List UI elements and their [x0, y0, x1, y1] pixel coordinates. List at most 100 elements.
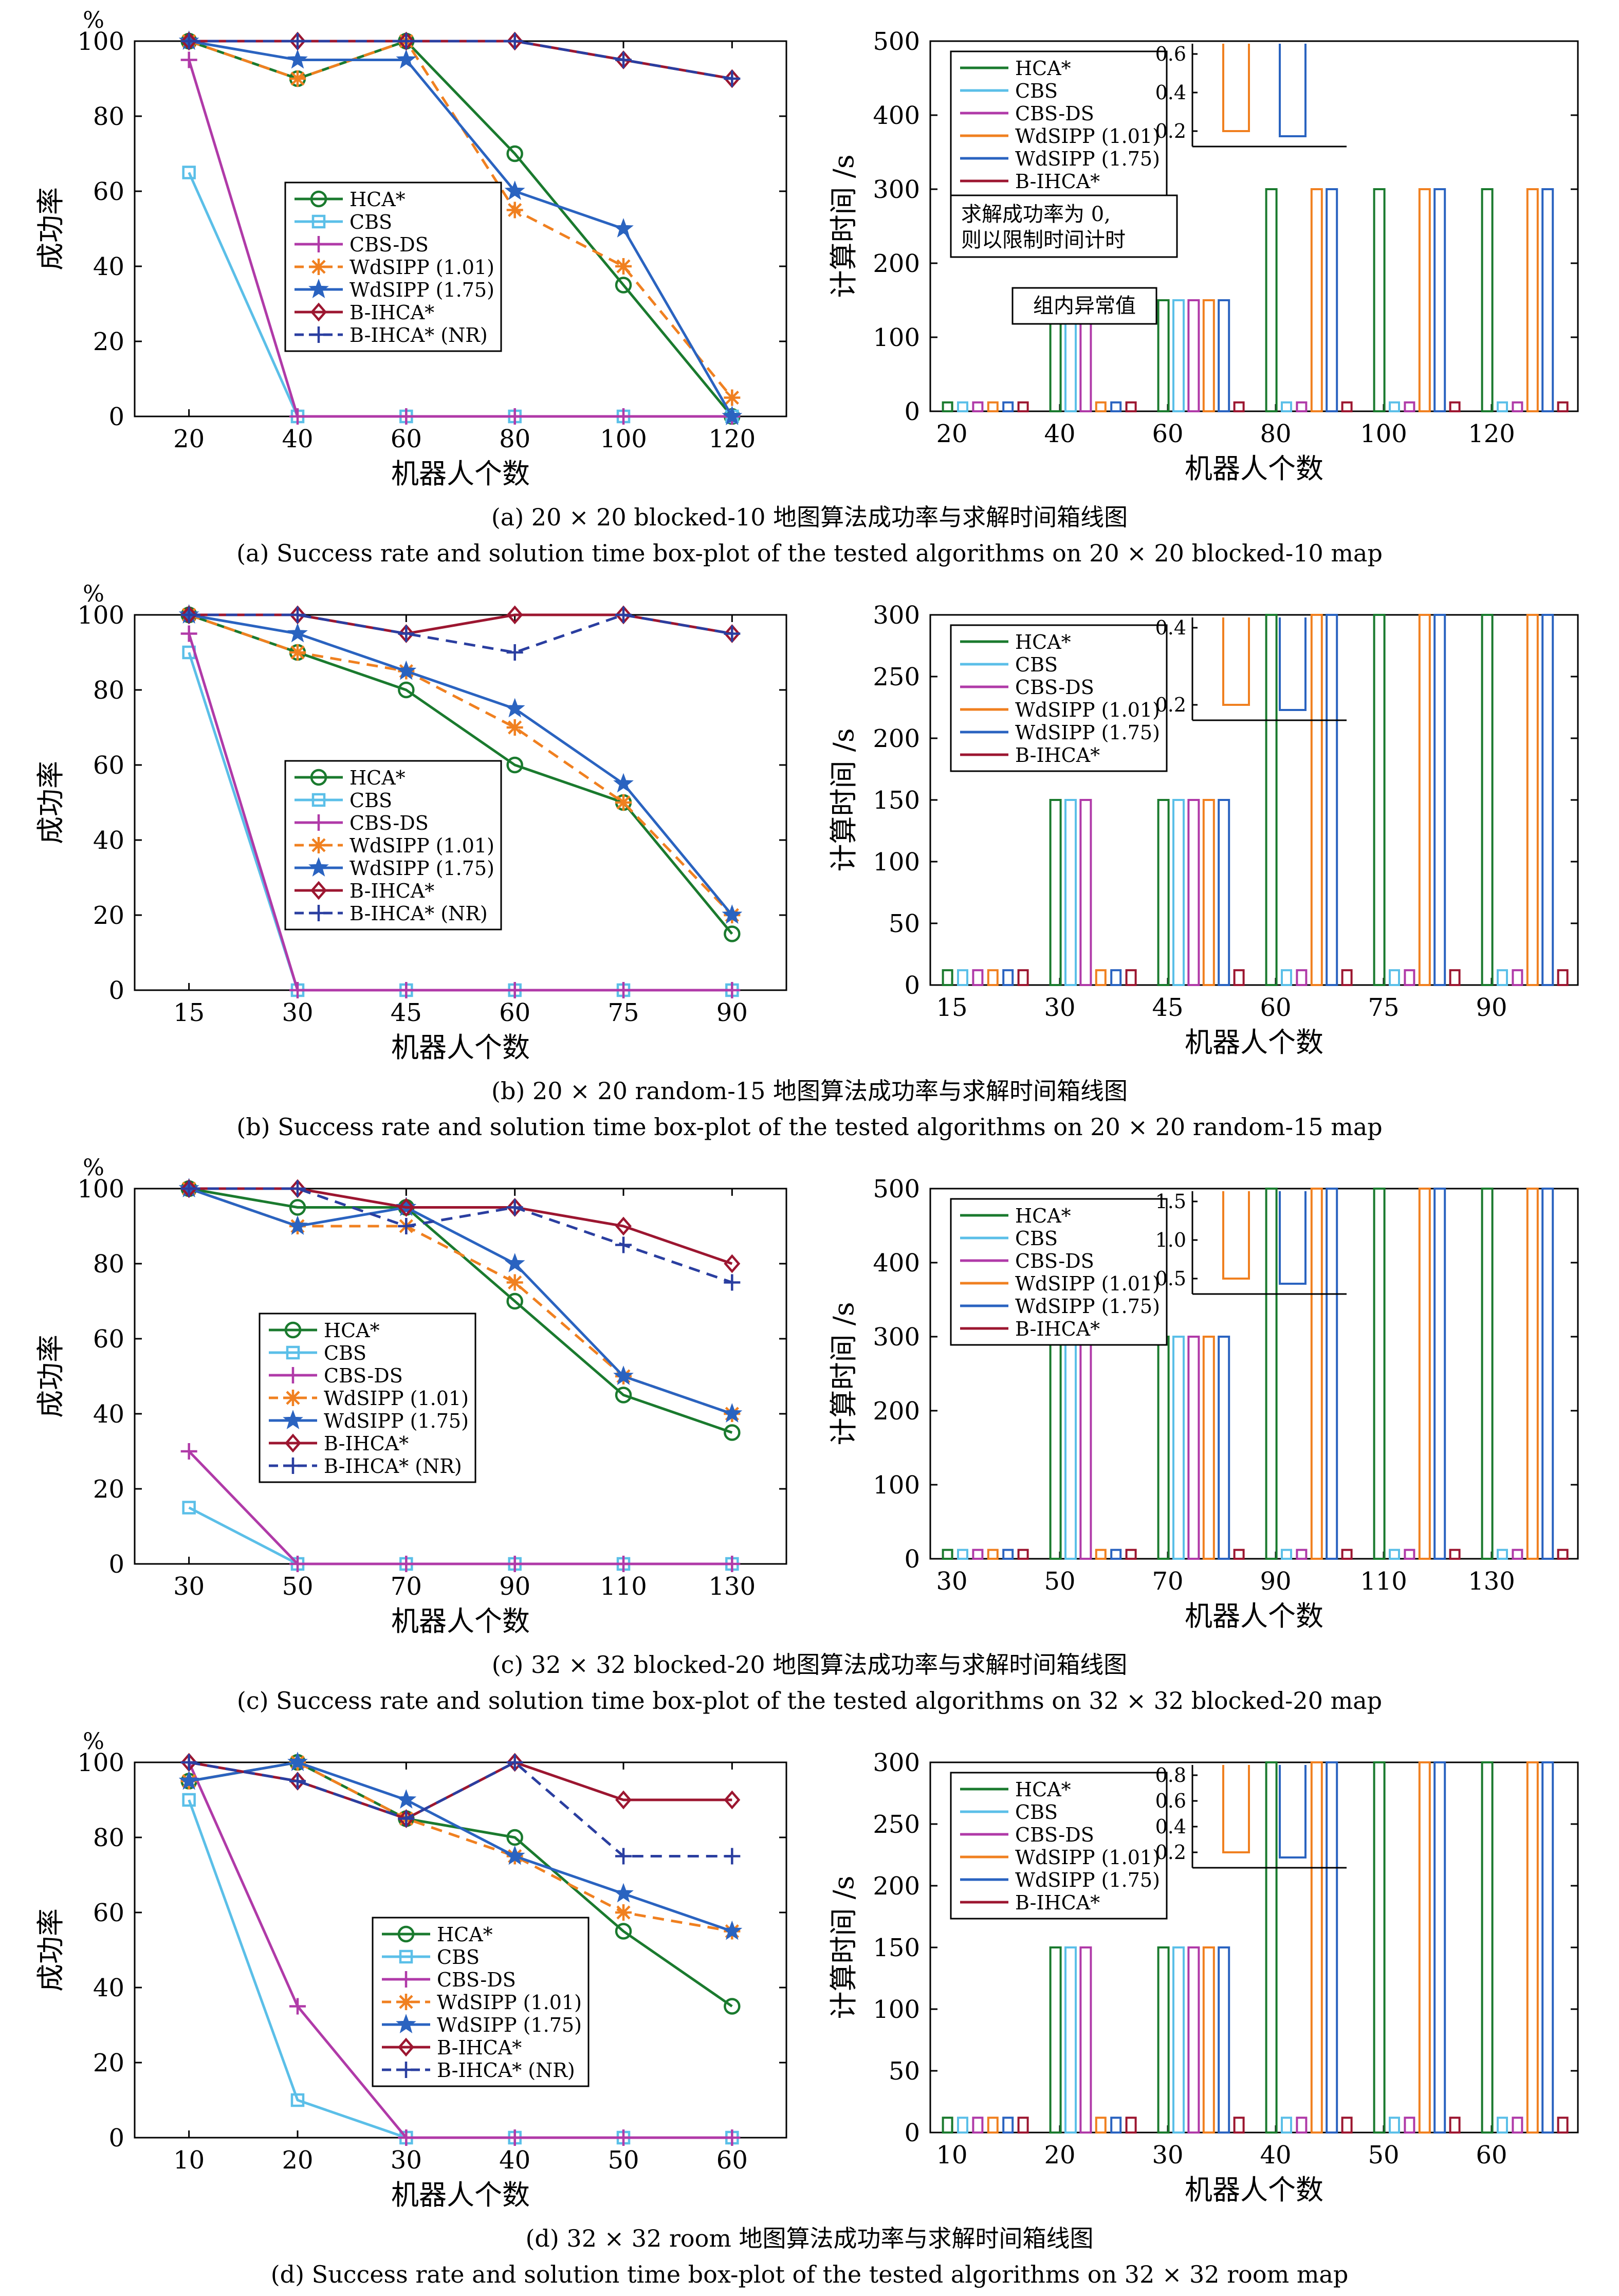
x-tick-label: 40	[1044, 420, 1075, 448]
legend-label-cbs: CBS	[1015, 80, 1058, 102]
y-tick-label: 40	[93, 1974, 124, 2002]
box-cbs-ds	[1079, 1946, 1092, 2134]
series-b-ihca-nr	[180, 1180, 741, 1291]
box-hca	[1373, 1761, 1386, 2134]
inset: 0.2 0.4	[1155, 616, 1347, 721]
box-wdsipp-1-75	[1326, 614, 1338, 986]
inset-box-wdsipp-1-75	[1279, 1191, 1307, 1285]
data-point-b-ihca-nr	[724, 1848, 741, 1865]
box-hca	[1157, 1336, 1170, 1560]
box-wdsipp-1-75	[1326, 1761, 1338, 2134]
inset-box-wdsipp-1-01	[1222, 1765, 1250, 1853]
y-tick-label: 20	[93, 327, 124, 356]
series-wdsipp-1-01	[180, 1754, 741, 1940]
inset-tick-label: 0.8	[1155, 1764, 1186, 1787]
legend-marker-cbs	[311, 793, 326, 807]
y-tick-label: 80	[93, 1250, 124, 1279]
data-point-b-ihca-nr	[289, 607, 306, 623]
box-wdsipp-1-75	[1433, 614, 1446, 986]
series-b-ihca-nr	[180, 1754, 741, 1865]
series-line-cbs-ds	[188, 1450, 732, 1565]
y-tick-label: 500	[873, 1175, 920, 1204]
legend-marker-cbs	[311, 214, 326, 229]
subfigure-b: 0 20 40 60 80 100 15 30 45 60 75 90% 机器人个数 成功率 HCA* CBS…	[0, 574, 1619, 1147]
legend-label-wdsipp-1-75: WdSIPP (1.75)	[437, 2014, 582, 2036]
legend-marker-cbs-ds	[285, 1367, 301, 1383]
inset-tick-label: 1.0	[1155, 1229, 1186, 1251]
data-point-wdsipp-1-75	[504, 1845, 525, 1865]
box-b-ihca	[1341, 401, 1353, 412]
inset-tick-label: 0.4	[1155, 1815, 1186, 1838]
y-tick-label: 80	[93, 102, 124, 131]
box-wdsipp-1-01	[1526, 614, 1539, 986]
y-tick-label: 50	[889, 2057, 920, 2086]
data-point-wdsipp-1-75	[178, 1770, 199, 1790]
data-point-b-ihca-nr	[398, 33, 415, 49]
x-tick-label: 60	[1476, 2141, 1507, 2170]
box-hca	[1373, 1188, 1386, 1560]
legend-label-cbs-ds: CBS-DS	[1015, 1824, 1094, 1846]
y-tick-label: 0	[108, 1550, 124, 1579]
series-line-b-ihca-nr	[189, 1187, 733, 1284]
legend-marker-cbs-ds	[310, 236, 327, 252]
inset-box-wdsipp-1-01	[1222, 617, 1250, 706]
data-point-b-ihca-nr	[180, 1180, 197, 1197]
data-point-b-ihca-nr	[180, 33, 197, 49]
inset-tick-label: 0.4	[1155, 81, 1186, 104]
y-tick-label: 100	[873, 848, 920, 877]
data-point-cbs-ds	[289, 1998, 306, 2015]
legend-label-cbs-ds: CBS-DS	[349, 233, 429, 256]
box-hca	[1049, 799, 1062, 986]
x-axis-label: 机器人个数	[1185, 1600, 1323, 1632]
data-point-cbs-ds	[724, 982, 741, 998]
box-b-ihca	[1017, 969, 1029, 987]
x-tick-label: 30	[173, 1572, 205, 1601]
legend-label-cbs: CBS	[349, 211, 392, 233]
y-tick-label: 20	[93, 1475, 124, 1504]
data-point-cbs-ds	[615, 1556, 632, 1572]
data-point-wdsipp-1-01	[615, 258, 632, 275]
data-point-hca	[506, 756, 523, 774]
data-point-wdsipp-1-75	[722, 1403, 743, 1423]
box-cbs	[1281, 401, 1292, 412]
data-point-hca	[506, 1829, 523, 1846]
data-point-cbs-ds	[724, 1556, 741, 1572]
data-point-cbs	[290, 2093, 305, 2107]
data-point-wdsipp-1-75	[287, 1215, 308, 1235]
data-point-hca	[615, 277, 632, 294]
inset: 0.5 1.0 1.5	[1155, 1190, 1347, 1295]
y-tick-label: 40	[93, 1400, 124, 1429]
data-point-cbs-ds	[398, 1556, 415, 1572]
x-tick-label: 90	[1476, 993, 1507, 1022]
series-cbs-ds	[180, 1443, 741, 1572]
legend-marker-cbs	[399, 1949, 413, 1964]
series-line-wdsipp-1-75	[188, 1187, 733, 1415]
y-tick-label: 0	[904, 2119, 920, 2147]
box-wdsipp-1-75	[1218, 799, 1230, 986]
x-tick-label: 110	[1360, 1567, 1407, 1596]
data-point-cbs-ds	[180, 1443, 197, 1460]
box-hca	[1373, 614, 1386, 986]
y-tick-label: 60	[93, 751, 124, 780]
inset-box-wdsipp-1-75	[1279, 617, 1307, 711]
caption-cn-d: (d) 32 × 32 room 地图算法成功率与求解时间箱线图	[525, 2225, 1094, 2252]
x-tick-label: 90	[716, 998, 748, 1027]
y-tick-label: 150	[873, 786, 920, 815]
inset: 0.2 0.4 0.6	[1155, 43, 1347, 148]
series-line-b-ihca-nr	[189, 1761, 732, 1857]
box-cbs-ds	[1187, 1336, 1200, 1560]
x-tick-label: 80	[1260, 420, 1291, 448]
series-line-b-ihca	[189, 1187, 733, 1265]
series-line-b-ihca-nr	[189, 40, 732, 80]
series-line-b-ihca-nr	[189, 613, 732, 654]
plot-area: 0 50 100 150 200 250 300 15 30 45 60 75 90 机器人个数 计算时间 …	[827, 601, 1579, 1059]
box-cbs	[1064, 799, 1077, 986]
data-point-wdsipp-1-01	[615, 794, 632, 811]
box-b-ihca	[1341, 969, 1353, 987]
box-cbs-ds	[972, 969, 984, 987]
x-tick-label: 120	[709, 425, 756, 453]
x-tick-label: 100	[600, 425, 647, 453]
legend-label-b-ihca-nr: B-IHCA* (NR)	[349, 324, 488, 347]
